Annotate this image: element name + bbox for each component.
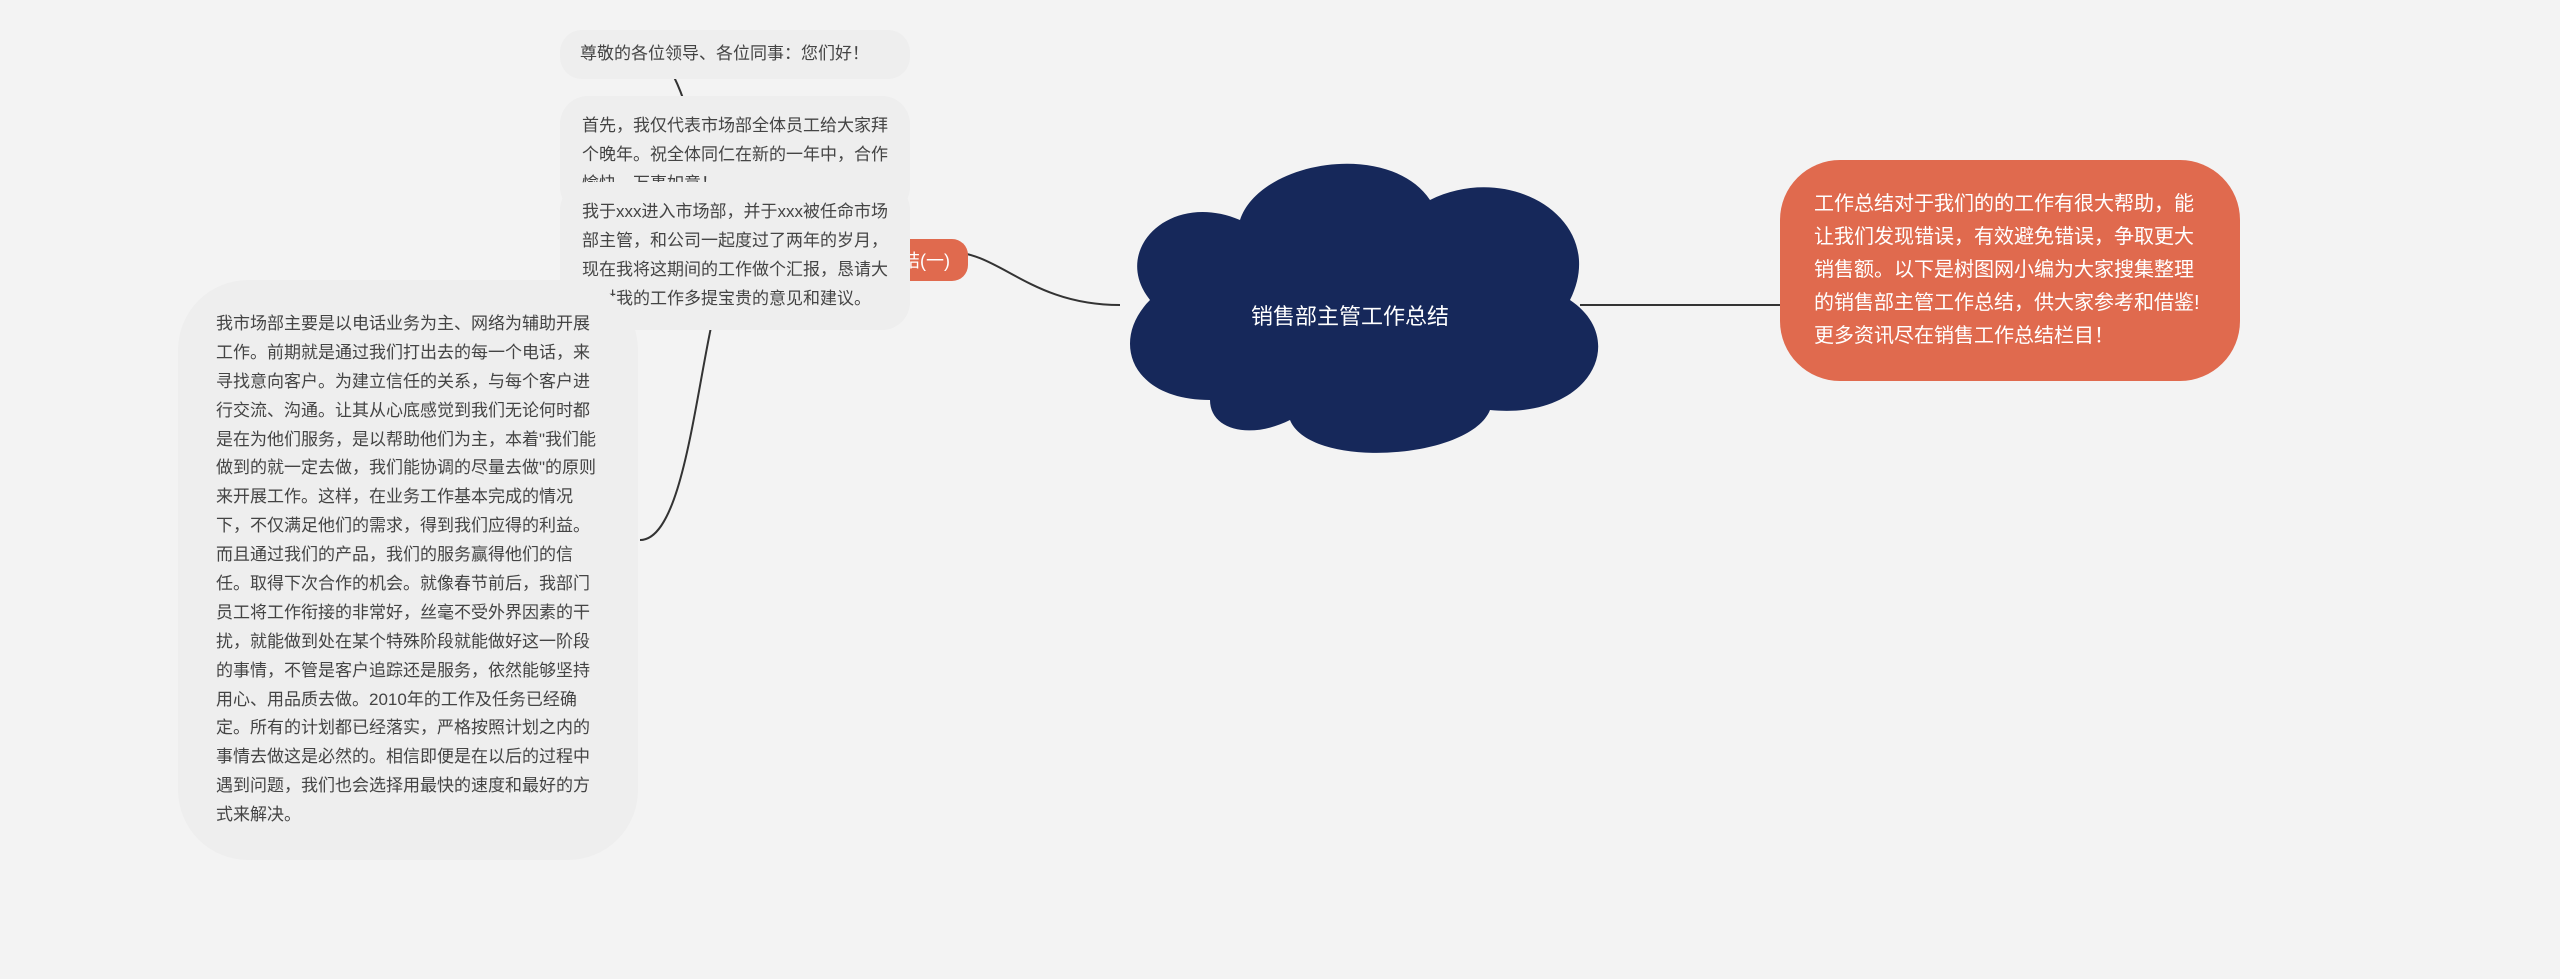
bubble-body[interactable]: 我市场部主要是以电话业务为主、网络为辅助开展工作。前期就是通过我们打出去的每一个…	[178, 280, 638, 860]
root-node[interactable]: 销售部主管工作总结	[1090, 140, 1610, 460]
bubble-greeting[interactable]: 尊敬的各位领导、各位同事：您们好！	[560, 30, 910, 79]
bubble-body-text: 我市场部主要是以电话业务为主、网络为辅助开展工作。前期就是通过我们打出去的每一个…	[216, 314, 596, 824]
mindmap-stage: 销售部主管工作总结 工作总结对于我们的的工作有很大帮助，能让我们发现错误，有效避…	[0, 0, 2560, 979]
summary-node[interactable]: 工作总结对于我们的的工作有很大帮助，能让我们发现错误，有效避免错误，争取更大销售…	[1780, 160, 2240, 381]
bubble-intro-text: 我于xxx进入市场部，并于xxx被任命市场部主管，和公司一起度过了两年的岁月，现…	[582, 202, 888, 308]
bubble-greeting-text: 尊敬的各位领导、各位同事：您们好！	[580, 44, 869, 63]
summary-text: 工作总结对于我们的的工作有很大帮助，能让我们发现错误，有效避免错误，争取更大销售…	[1814, 193, 2200, 347]
root-label: 销售部主管工作总结	[1251, 269, 1449, 331]
